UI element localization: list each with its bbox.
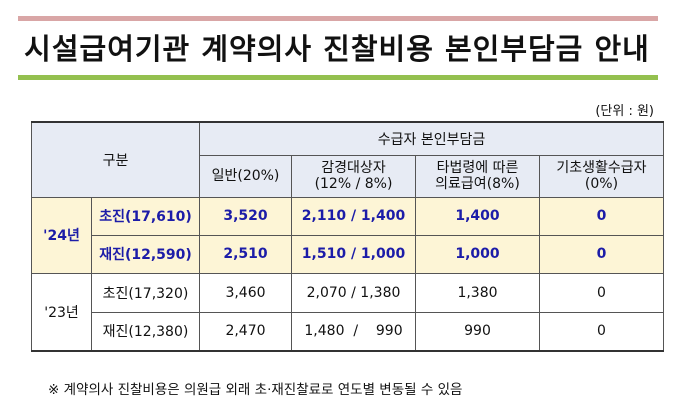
- col-header-basic-living: 기초생활수급자 (0%): [539, 154, 664, 198]
- table-row: 재진(12,590) 2,510 1,510 / 1,000 1,000 0: [31, 234, 664, 274]
- value-cell: 2,070 / 1,380: [291, 272, 416, 313]
- value-cell: 1,000: [415, 234, 540, 274]
- page-title: 시설급여기관 계약의사 진찰비용 본인부담금 안내: [24, 32, 650, 66]
- value-cell: 1,400: [415, 196, 540, 236]
- title-top-rule: [18, 16, 658, 21]
- row-label: 초진(17,610): [91, 196, 200, 236]
- col-header-general: 일반(20%): [199, 154, 292, 198]
- value-cell: 2,510: [199, 234, 292, 274]
- table-row: 재진(12,380) 2,470 1,480 / 990 990 0: [32, 311, 664, 352]
- row-label: 재진(12,590): [91, 234, 200, 274]
- footnote: ※ 계약의사 진찰비용은 의원급 외래 초·재진찰료로 연도별 변동될 수 있음: [48, 382, 463, 398]
- col-header-reduced-line1: 감경대상자: [321, 160, 386, 176]
- value-cell: 0: [539, 311, 664, 352]
- group-header: 수급자 본인부담금: [199, 121, 664, 156]
- value-cell: 2,470: [199, 311, 292, 352]
- col-header-other-law-line1: 타법령에 따른: [436, 160, 519, 176]
- value-cell: 1,510 / 1,000: [291, 234, 416, 274]
- col-header-other-law-line2: 의료급여(8%): [435, 176, 520, 192]
- col-header-reduced: 감경대상자 (12% / 8%): [291, 154, 416, 198]
- title-bottom-rule: [18, 75, 658, 80]
- value-cell: 1,480 / 990: [291, 311, 416, 352]
- unit-label: (단위 : 원): [595, 104, 654, 119]
- value-cell: 0: [539, 196, 664, 236]
- row-label: 재진(12,380): [91, 311, 200, 352]
- value-cell: 3,520: [199, 196, 292, 236]
- table-row: '23년 초진(17,320) 3,460 2,070 / 1,380 1,38…: [31, 272, 664, 352]
- category-header: 구분: [31, 121, 200, 198]
- value-cell: 1,380: [415, 272, 540, 313]
- year-cell: '24년: [31, 196, 92, 274]
- value-cell: 990: [415, 311, 540, 352]
- year-cell: '23년: [31, 272, 92, 352]
- value-cell: 0: [539, 234, 664, 274]
- col-header-basic-living-line1: 기초생활수급자: [556, 160, 647, 176]
- table-row: '24년 초진(17,610) 3,520 2,110 / 1,400 1,40…: [31, 196, 664, 274]
- col-header-other-law: 타법령에 따른 의료급여(8%): [415, 154, 540, 198]
- row-label: 초진(17,320): [91, 272, 200, 313]
- col-header-basic-living-line2: (0%): [584, 176, 619, 192]
- col-header-reduced-line2: (12% / 8%): [314, 176, 393, 192]
- copay-table: 구분 수급자 본인부담금 일반(20%) 감경대상자 (12% / 8%) 타법령…: [31, 121, 664, 352]
- value-cell: 2,110 / 1,400: [291, 196, 416, 236]
- value-cell: 0: [539, 272, 664, 313]
- value-cell: 3,460: [199, 272, 292, 313]
